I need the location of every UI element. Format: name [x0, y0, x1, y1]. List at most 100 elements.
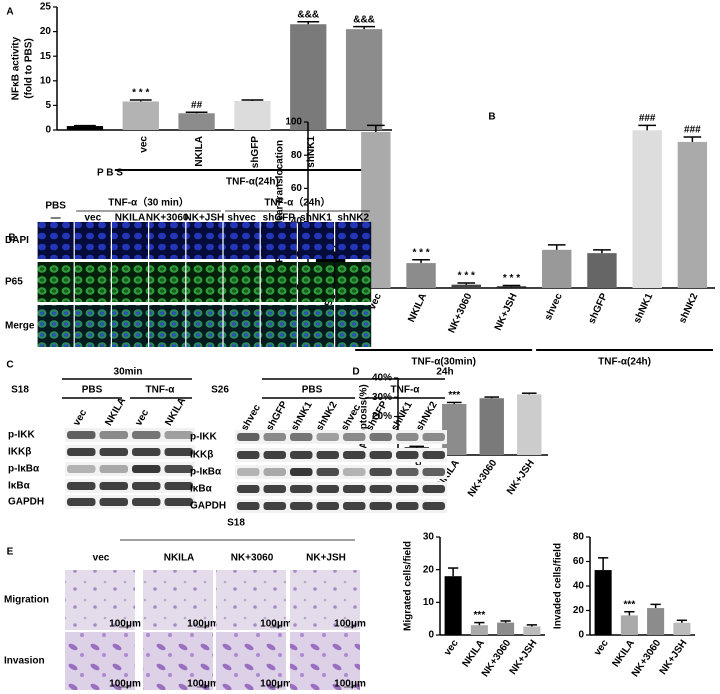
y-tick-label: 40 [291, 216, 303, 227]
micrograph [112, 262, 148, 302]
blot-background [235, 448, 447, 462]
column-label: shvec [227, 213, 256, 224]
transwell-image [65, 632, 135, 690]
blot-background [235, 465, 447, 479]
micrograph [74, 262, 111, 302]
significance-label: *** [624, 599, 636, 610]
blot-band [99, 498, 128, 506]
blot-band [237, 485, 260, 493]
significance-label: *** [448, 390, 460, 401]
blot-row-label: IκBα [8, 481, 31, 492]
blot-band [369, 451, 392, 459]
blot-band [290, 433, 313, 441]
blot-band [132, 448, 161, 456]
blot-row-label: IKKβ [190, 450, 213, 461]
micrograph [223, 222, 260, 259]
blot-band [290, 451, 313, 459]
micrograph [74, 222, 111, 259]
y-axis-label: Invaded cells/field [553, 543, 564, 629]
blot-band [396, 485, 419, 493]
transwell-image [290, 570, 360, 630]
lane-label: vec [71, 407, 89, 427]
group-label: TNF-α（30 min） [108, 196, 189, 209]
blot-band [422, 502, 445, 510]
x-tick-label: NKILA [194, 136, 205, 167]
blot-band [263, 433, 286, 441]
x-tick-label: vec [138, 136, 149, 153]
x-tick-label: shNK1 [306, 136, 317, 168]
significance-label: ## [191, 100, 203, 111]
blot-band [67, 465, 96, 473]
blot-time: 30min [114, 367, 143, 378]
significance-label: * * * [503, 273, 520, 284]
column-label: PBS [45, 201, 66, 212]
blot-group: PBS [302, 385, 323, 396]
blot-title: S26 [211, 385, 229, 396]
blot-background [65, 479, 195, 493]
cell-line-label: S18 [227, 518, 245, 529]
significance-label: * * * [412, 247, 429, 258]
lane-label: NKILA [103, 396, 128, 428]
column-label: shNK1 [300, 213, 332, 224]
row-label: Invasion [4, 656, 45, 667]
bar [479, 398, 504, 455]
blot-band [396, 468, 419, 476]
y-tick-label: 40 [573, 581, 585, 592]
panel-letter: A [6, 7, 13, 18]
lane-label: shNK2 [414, 400, 440, 433]
y-tick-label: 0 [45, 125, 51, 136]
x-tick-label: shvec [543, 291, 565, 322]
blot-band [396, 433, 419, 441]
transwell-image [65, 570, 135, 630]
lane-label: shvec [239, 402, 263, 432]
blot-band [369, 433, 392, 441]
bar [234, 100, 271, 130]
blot-band [422, 433, 445, 441]
significance-label: * * * [458, 271, 475, 282]
x-tick-label: NKILA [406, 292, 429, 324]
blot-band [164, 465, 193, 473]
bar [406, 263, 436, 288]
blot-band [422, 451, 445, 459]
y-tick-label: 5 [45, 100, 51, 111]
transwell-image [216, 632, 286, 690]
y-tick-label: 60 [573, 556, 585, 567]
blot-row-label: IKKβ [8, 447, 31, 458]
blot-band [132, 465, 161, 473]
scale-label: 100μm [187, 679, 219, 690]
lane-label: shNK1 [389, 400, 415, 433]
blot-row-label: p-IκBα [190, 467, 222, 478]
bar [442, 403, 467, 455]
scale-label: 100μm [334, 619, 366, 630]
y-axis-label: NFκB activity [11, 36, 22, 100]
column-label: vec [93, 553, 110, 564]
bar [496, 286, 527, 288]
blot-band [263, 485, 286, 493]
scale-label: 100μm [109, 619, 141, 630]
panel-letter: D [352, 367, 359, 378]
y-tick-label: 80 [291, 150, 303, 161]
lane-label: shGFP [264, 399, 290, 433]
panel-letter: C [6, 360, 13, 371]
group-label: TNF-α(30min) [411, 357, 475, 368]
blot-band [132, 498, 161, 506]
bar [470, 625, 488, 635]
row-label: Migration [4, 595, 49, 606]
blot-band [343, 433, 366, 441]
micrograph [74, 305, 111, 347]
scale-label: 100μm [260, 619, 292, 630]
y-tick-label: 10 [423, 597, 435, 608]
bar [290, 24, 327, 130]
blot-band [422, 468, 445, 476]
x-tick-label: NKILA [610, 638, 637, 669]
bar [517, 394, 542, 455]
blot-band [237, 451, 260, 459]
x-tick-label: shGFP [250, 136, 261, 169]
blot-band [343, 468, 366, 476]
blot-band [99, 431, 128, 439]
y-tick-label: 20 [423, 564, 435, 575]
bar [632, 130, 662, 288]
bar [178, 113, 215, 130]
blot-band [316, 468, 339, 476]
